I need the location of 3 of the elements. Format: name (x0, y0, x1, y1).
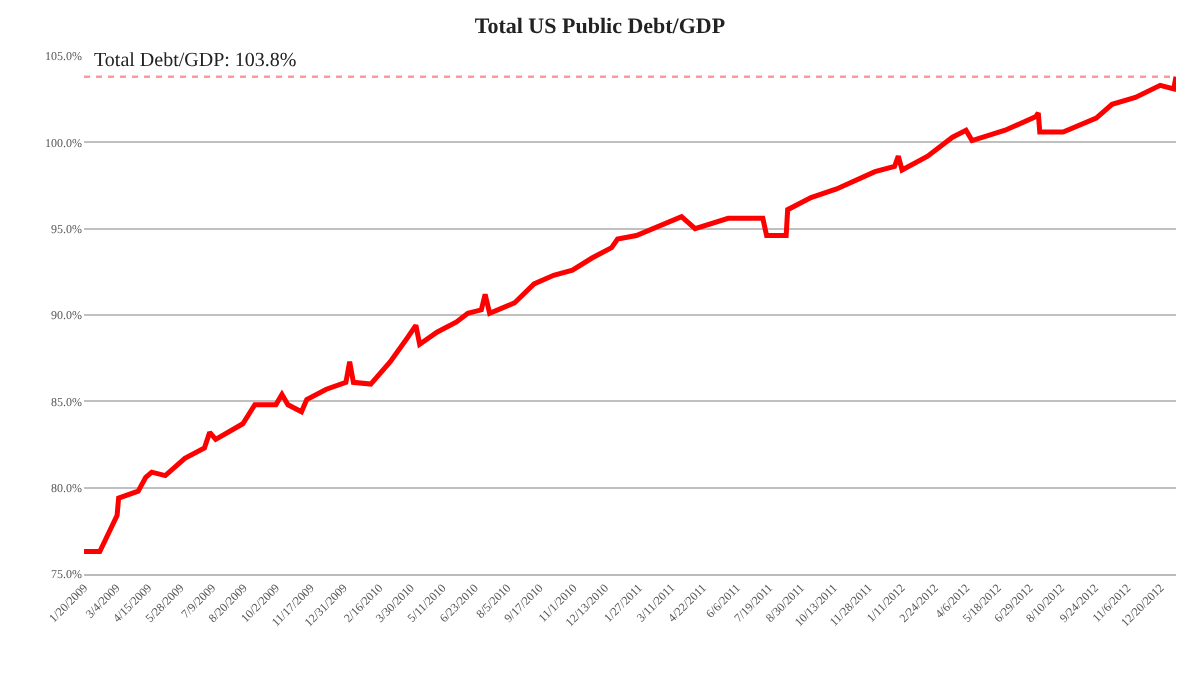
chart-title: Total US Public Debt/GDP (474, 14, 726, 39)
ref-line-label: Total Debt/GDP: 103.8% (94, 50, 297, 72)
line-series (84, 74, 1176, 555)
